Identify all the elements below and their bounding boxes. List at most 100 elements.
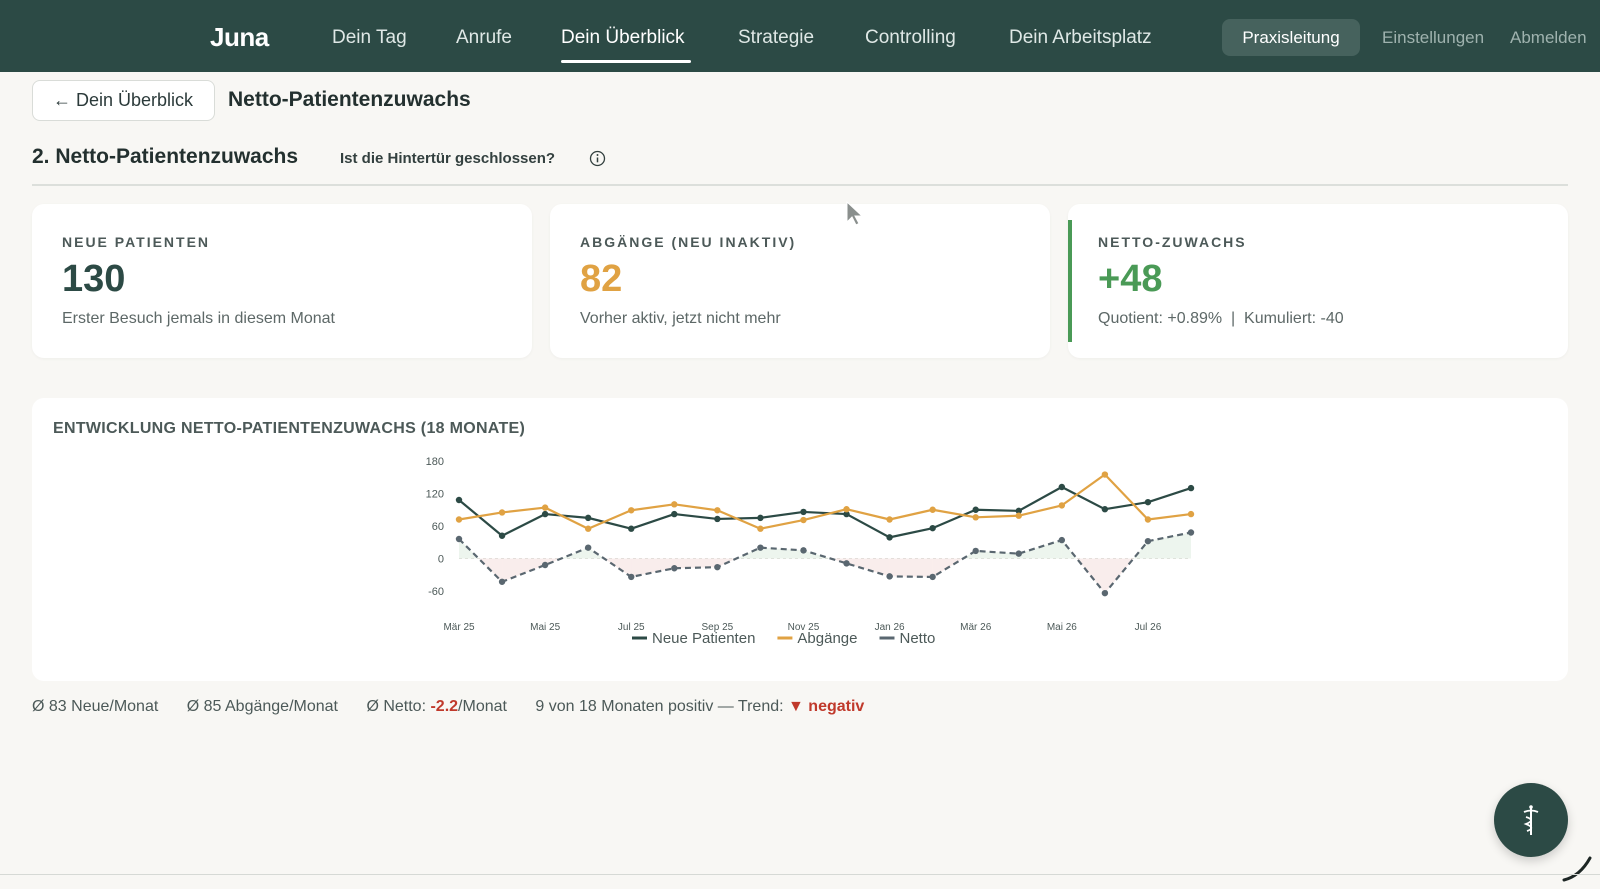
nav-item-dein-ueberblick[interactable]: Dein Überblick — [561, 27, 685, 48]
mouse-cursor-icon — [846, 201, 864, 226]
avg-loss-stat: Ø 85 Abgänge/Monat — [186, 698, 338, 715]
avg-net-value: -2.2 — [430, 698, 459, 715]
kpi-card-new-patients: NEUE PATIENTEN 130 Erster Besuch jemals … — [32, 204, 532, 358]
data-point-abgaenge — [800, 516, 807, 524]
data-point-abgaenge — [886, 516, 893, 523]
data-point-abgaenge — [714, 507, 721, 514]
series-line-abgaenge — [458, 473, 1192, 530]
x-tick-label: Sep 25 — [702, 622, 734, 633]
net-negative-area — [889, 558, 933, 577]
series-line-neue-patienten — [458, 485, 1192, 539]
data-point-netto — [1144, 537, 1152, 545]
legend-label-neue-patienten: Neue Patienten — [652, 630, 755, 647]
net-positive-area — [803, 550, 831, 559]
section-divider — [32, 184, 1568, 186]
data-point-netto — [455, 535, 463, 543]
net-negative-area — [502, 558, 546, 582]
assistant-fab-button[interactable] — [1494, 783, 1568, 857]
kpi-description: Erster Besuch jemals in diesem Monat — [62, 310, 335, 327]
y-tick-label: 120 — [426, 489, 444, 501]
series-line-netto — [458, 531, 1192, 595]
kpi-label: NEUE PATIENTEN — [62, 234, 211, 250]
kpi-value: +48 — [1098, 258, 1163, 300]
data-point-abgaenge — [843, 506, 850, 513]
data-point-netto — [671, 565, 678, 572]
data-point-abgaenge — [628, 507, 635, 514]
logout-link[interactable]: Abmelden — [1510, 28, 1587, 47]
chart-title: ENTWICKLUNG NETTO-PATIENTENZUWACHS (18 M… — [53, 420, 526, 437]
data-point-neue-patienten — [1058, 483, 1066, 491]
net-negative-area — [932, 558, 964, 577]
data-point-neue-patienten — [1101, 506, 1109, 513]
kpi-value: 130 — [62, 258, 126, 300]
avg-net-stat: Ø Netto: -2.2/Monat — [366, 698, 507, 715]
nav-item-strategie[interactable]: Strategie — [738, 27, 815, 48]
data-point-netto — [757, 544, 764, 551]
net-negative-area — [674, 558, 718, 569]
avg-net-suffix: /Monat — [458, 698, 507, 715]
data-point-neue-patienten — [929, 524, 936, 532]
data-point-netto — [1058, 536, 1066, 544]
data-point-netto — [800, 547, 807, 554]
x-tick-label: Mär 26 — [960, 622, 992, 633]
data-point-abgaenge — [1015, 512, 1022, 519]
kpi-description: Vorher aktiv, jetzt nicht mehr — [580, 310, 781, 327]
net-positive-area — [561, 547, 589, 559]
data-point-abgaenge — [972, 514, 979, 521]
nav-item-controlling[interactable]: Controlling — [865, 27, 956, 48]
kpi-label: NETTO-ZUWACHS — [1098, 234, 1247, 250]
data-point-abgaenge — [498, 509, 506, 516]
data-point-netto — [584, 544, 592, 551]
y-tick-label: 0 — [438, 554, 444, 566]
x-tick-label: Mai 26 — [1047, 622, 1077, 633]
data-point-netto — [498, 578, 506, 585]
kpi-card-losses: ABGÄNGE (NEU INAKTIV) 82 Vorher aktiv, j… — [550, 204, 1050, 358]
kpi-label: ABGÄNGE (NEU INAKTIV) — [580, 234, 797, 250]
data-point-neue-patienten — [498, 532, 506, 539]
back-button[interactable]: ← Dein Überblick — [32, 80, 215, 121]
caduceus-icon — [1523, 805, 1539, 835]
data-point-neue-patienten — [628, 525, 635, 532]
net-negative-area — [717, 558, 737, 568]
praxisleitung-button[interactable]: Praxisleitung — [1222, 19, 1360, 56]
info-circle-icon[interactable] — [589, 150, 606, 167]
y-tick-label: -60 — [428, 586, 444, 598]
data-point-neue-patienten — [455, 496, 463, 504]
data-point-netto — [628, 573, 635, 581]
net-negative-area — [631, 558, 675, 577]
bottom-divider — [0, 874, 1600, 875]
nav-item-dein-tag[interactable]: Dein Tag — [332, 27, 407, 48]
brand-logo[interactable]: Juna — [210, 22, 269, 52]
data-point-netto — [714, 563, 721, 571]
nav-item-anrufe[interactable]: Anrufe — [456, 27, 512, 48]
data-point-netto — [972, 547, 979, 555]
net-positive-area — [1018, 540, 1062, 559]
settings-link[interactable]: Einstellungen — [1382, 28, 1485, 47]
data-point-abgaenge — [1144, 516, 1152, 523]
net-negative-area — [1076, 558, 1105, 594]
kpi-card-net-growth: NETTO-ZUWACHS +48 Quotient: +0.89% | Kum… — [1068, 204, 1568, 358]
data-point-netto — [1187, 529, 1195, 536]
data-point-neue-patienten — [541, 510, 549, 518]
net-negative-area — [604, 558, 632, 577]
data-point-abgaenge — [541, 504, 549, 511]
data-point-neue-patienten — [714, 515, 721, 523]
nav-item-dein-arbeitsplatz[interactable]: Dein Arbeitsplatz — [1009, 27, 1152, 48]
resize-corner-icon — [1562, 856, 1592, 882]
data-point-neue-patienten — [1015, 507, 1022, 515]
data-point-abgaenge — [1187, 510, 1195, 518]
legend-label-abgaenge: Abgänge — [797, 630, 857, 647]
x-tick-label: Mai 25 — [530, 622, 560, 633]
data-point-abgaenge — [671, 501, 678, 508]
data-point-abgaenge — [757, 525, 764, 532]
section-title: 2. Netto-Patientenzuwachs — [32, 145, 299, 168]
y-tick-label: 60 — [432, 521, 444, 533]
data-point-neue-patienten — [972, 506, 979, 513]
legend-label-netto: Netto — [899, 630, 935, 647]
data-point-abgaenge — [584, 525, 592, 532]
data-point-netto — [1015, 550, 1022, 557]
net-positive-area — [975, 550, 1019, 559]
avg-net-prefix: Ø Netto: — [366, 698, 431, 715]
positive-months-text: 9 von 18 Monaten positiv — Trend: — [535, 698, 789, 715]
net-growth-line-chart: 180 120 60 0 -60 Mär 25 Mai 25 Jul 25 Sep 25 Nov … — [426, 456, 1195, 647]
